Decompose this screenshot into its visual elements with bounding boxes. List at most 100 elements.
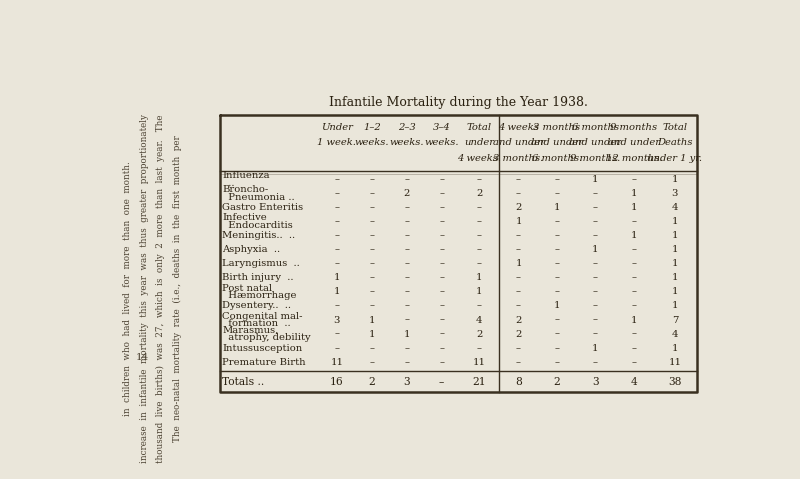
Text: –: –	[516, 358, 521, 367]
Text: Broncho-: Broncho-	[222, 185, 269, 194]
Text: increase  in  infantile  mortality  this  year  was  thus  greater  proportionat: increase in infantile mortality this yea…	[140, 114, 149, 463]
Text: 1: 1	[672, 217, 678, 226]
Text: –: –	[370, 287, 374, 297]
Text: 2: 2	[554, 376, 560, 387]
Text: 1: 1	[592, 344, 598, 353]
Text: 2: 2	[368, 376, 375, 387]
Text: 1: 1	[672, 344, 678, 353]
Text: under 1 yr.: under 1 yr.	[647, 154, 702, 163]
Text: Post natal: Post natal	[222, 284, 273, 293]
Text: Meningitis..  ..: Meningitis.. ..	[222, 231, 295, 240]
Text: 7: 7	[672, 316, 678, 325]
Text: 2: 2	[476, 330, 482, 339]
Text: 3: 3	[403, 376, 410, 387]
Text: –: –	[370, 189, 374, 198]
Text: –: –	[593, 217, 598, 226]
Text: –: –	[554, 259, 559, 268]
Text: –: –	[334, 344, 339, 353]
Text: and under: and under	[531, 138, 583, 148]
Text: –: –	[334, 175, 339, 184]
Text: 1: 1	[630, 189, 637, 198]
Text: –: –	[439, 245, 444, 254]
Text: 1: 1	[672, 287, 678, 297]
Text: 2: 2	[515, 203, 522, 212]
Text: 9 months.: 9 months.	[570, 154, 621, 163]
Text: –: –	[404, 301, 409, 310]
Text: –: –	[516, 175, 521, 184]
Text: 9 months: 9 months	[610, 123, 658, 132]
Text: The  neo-natal  mortality  rate  (i.e.,  deaths  in  the  first  month  per: The neo-natal mortality rate (i.e., deat…	[173, 135, 182, 442]
Text: 21: 21	[472, 376, 486, 387]
Text: –: –	[477, 259, 482, 268]
Text: –: –	[554, 330, 559, 339]
Text: –: –	[370, 203, 374, 212]
Text: 1: 1	[630, 203, 637, 212]
Text: 4: 4	[476, 316, 482, 325]
Text: Dysentery..  ..: Dysentery.. ..	[222, 301, 291, 310]
Text: 1: 1	[403, 330, 410, 339]
Text: –: –	[631, 358, 636, 367]
Text: –: –	[439, 358, 444, 367]
Text: –: –	[439, 301, 444, 310]
Text: –: –	[593, 274, 598, 282]
Text: Pneumonia ..: Pneumonia ..	[222, 193, 295, 202]
Text: –: –	[554, 245, 559, 254]
Text: Gastro Enteritis: Gastro Enteritis	[222, 203, 303, 212]
Text: 4: 4	[672, 330, 678, 339]
Text: 2: 2	[515, 316, 522, 325]
Text: Under: Under	[321, 123, 353, 132]
Text: Totals ..: Totals ..	[222, 376, 265, 387]
Text: 1: 1	[630, 231, 637, 240]
Text: Endocarditis: Endocarditis	[222, 221, 293, 230]
Text: –: –	[477, 217, 482, 226]
Text: 6 months.: 6 months.	[532, 154, 582, 163]
Text: –: –	[404, 344, 409, 353]
Text: 1: 1	[672, 231, 678, 240]
Text: –: –	[439, 189, 444, 198]
Text: –: –	[631, 301, 636, 310]
Text: thousand  live  births)  was  27,  which  is  only  2  more  than  last  year.  : thousand live births) was 27, which is o…	[156, 114, 165, 463]
Text: 2–3: 2–3	[398, 123, 415, 132]
Text: –: –	[516, 274, 521, 282]
Text: –: –	[439, 203, 444, 212]
Text: –: –	[334, 231, 339, 240]
Text: –: –	[516, 231, 521, 240]
Text: –: –	[554, 175, 559, 184]
Text: –: –	[477, 175, 482, 184]
Text: and under: and under	[608, 138, 660, 148]
Text: 3: 3	[334, 316, 340, 325]
Text: Asphyxia  ..: Asphyxia ..	[222, 245, 281, 254]
Text: Total: Total	[662, 123, 687, 132]
Text: ..: ..	[222, 179, 235, 188]
Text: 1: 1	[369, 330, 375, 339]
Text: –: –	[334, 259, 339, 268]
Text: –: –	[370, 259, 374, 268]
Text: –: –	[404, 316, 409, 325]
Text: Infective: Infective	[222, 213, 267, 222]
Text: –: –	[439, 274, 444, 282]
Text: 2: 2	[476, 189, 482, 198]
Text: under: under	[464, 138, 494, 148]
Text: –: –	[477, 245, 482, 254]
Text: 3–4: 3–4	[433, 123, 450, 132]
Text: –: –	[631, 245, 636, 254]
Text: weeks.: weeks.	[390, 138, 424, 148]
Text: 6 months: 6 months	[572, 123, 619, 132]
Text: 1: 1	[592, 245, 598, 254]
Text: Intussusception: Intussusception	[222, 344, 302, 353]
Text: –: –	[593, 259, 598, 268]
Text: –: –	[516, 287, 521, 297]
Text: –: –	[370, 274, 374, 282]
Text: –: –	[439, 217, 444, 226]
Text: Marasmus,: Marasmus,	[222, 326, 279, 335]
Text: –: –	[554, 274, 559, 282]
Text: –: –	[404, 203, 409, 212]
Text: –: –	[631, 175, 636, 184]
Text: –: –	[334, 217, 339, 226]
Text: 4 weeks: 4 weeks	[498, 123, 539, 132]
Text: 3: 3	[592, 376, 598, 387]
Text: and under: and under	[493, 138, 545, 148]
Text: –: –	[334, 189, 339, 198]
Text: Laryngismus  ..: Laryngismus ..	[222, 259, 300, 268]
Text: 1: 1	[672, 245, 678, 254]
